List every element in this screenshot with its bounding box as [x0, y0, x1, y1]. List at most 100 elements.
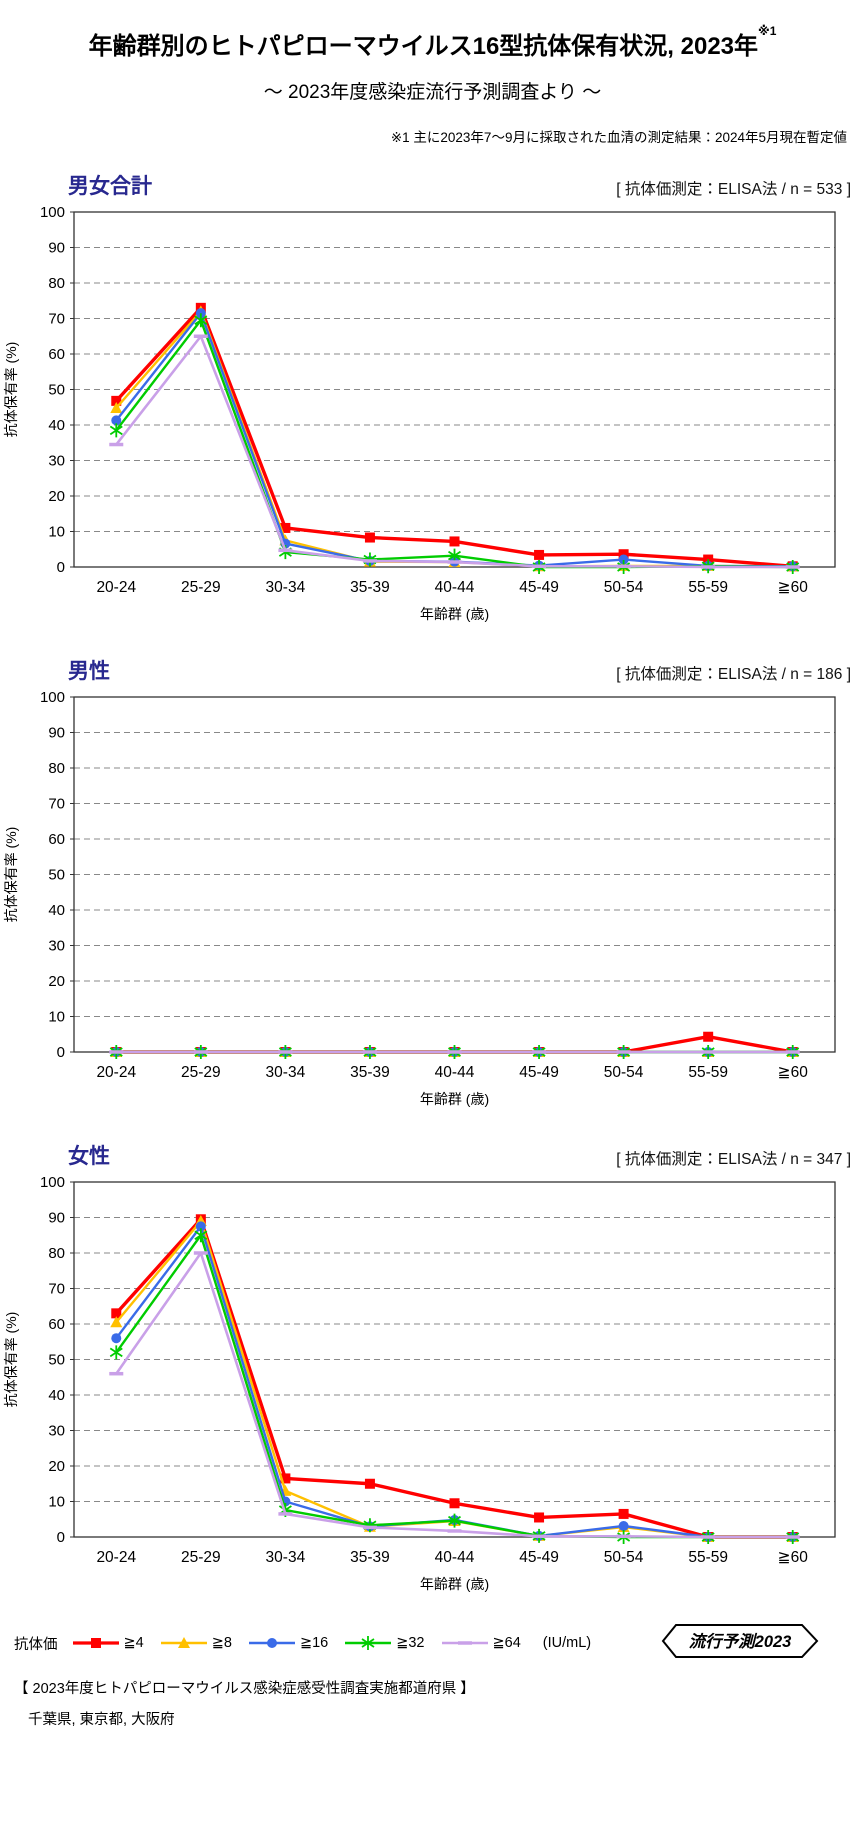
svg-text:0: 0 [57, 559, 65, 576]
chart-title-female: 女性 [68, 1145, 110, 1168]
svg-text:35-39: 35-39 [350, 579, 390, 596]
legend-item-gte8: ≧8 [160, 1635, 232, 1651]
chart-svg: 0 10 20 30 40 50 60 70 80 90 100 20-24 25-29 30-34 35-… [3, 1174, 836, 1592]
chart-head-male: 男性 [ 抗体価測定：ELISA法 / n = 186 ] [0, 651, 865, 685]
chart-svg: 0 10 20 30 40 50 60 70 80 90 100 20-24 25-29 30-34 35-… [3, 204, 836, 622]
legend-swatch [441, 1641, 488, 1645]
page-title: 年齢群別のヒトパピローマウイルス16型抗体保有状況, 2023年※1 [0, 24, 865, 61]
svg-text:55-59: 55-59 [688, 1549, 728, 1566]
legend-item-label: ≧16 [299, 1635, 329, 1651]
svg-text:年齢群 (歳): 年齢群 (歳) [420, 606, 489, 622]
legend-item-gte16: ≧16 [248, 1635, 328, 1651]
svg-text:30-34: 30-34 [266, 1549, 306, 1566]
svg-text:90: 90 [48, 240, 65, 257]
svg-text:20: 20 [48, 973, 65, 990]
forecast-badge-shape: 流行予測2023 [661, 1624, 819, 1658]
chart-head-female: 女性 [ 抗体価測定：ELISA法 / n = 347 ] [0, 1136, 865, 1170]
svg-text:抗体保有率 (%): 抗体保有率 (%) [3, 342, 19, 438]
svg-text:25-29: 25-29 [181, 1549, 221, 1566]
svg-text:40-44: 40-44 [435, 1549, 475, 1566]
legend-item-gte4: ≧4 [72, 1635, 144, 1651]
svg-text:35-39: 35-39 [350, 1064, 390, 1081]
chart-condition-male: [ 抗体価測定：ELISA法 / n = 186 ] [616, 666, 851, 683]
svg-text:100: 100 [40, 1174, 65, 1191]
svg-text:0: 0 [57, 1044, 65, 1061]
chart-condition-female: [ 抗体価測定：ELISA法 / n = 347 ] [616, 1151, 851, 1168]
svg-text:40-44: 40-44 [435, 1064, 475, 1081]
svg-text:100: 100 [40, 689, 65, 706]
legend-swatch [345, 1636, 392, 1650]
chart-plot-female: 0 10 20 30 40 50 60 70 80 90 100 20-24 25-29 30-34 35-… [0, 1174, 865, 1607]
legend-item-label: ≧8 [211, 1635, 232, 1651]
svg-text:50-54: 50-54 [604, 579, 644, 596]
svg-text:10: 10 [48, 1494, 65, 1511]
svg-text:60: 60 [48, 346, 65, 363]
svg-text:70: 70 [48, 1281, 65, 1298]
svg-text:70: 70 [48, 796, 65, 813]
page-header: 年齢群別のヒトパピローマウイルス16型抗体保有状況, 2023年※1 ～ 202… [0, 0, 865, 146]
footer-prefectures: 千葉県, 東京都, 大阪府 [28, 1712, 175, 1728]
chart-section-male: 男性 [ 抗体価測定：ELISA法 / n = 186 ] 0 10 20 30 40 5… [0, 651, 865, 1122]
svg-text:30-34: 30-34 [266, 579, 306, 596]
legend-swatch [72, 1638, 119, 1648]
svg-text:≧60: ≧60 [778, 579, 809, 596]
svg-text:10: 10 [48, 524, 65, 541]
svg-text:10: 10 [48, 1009, 65, 1026]
svg-text:40-44: 40-44 [435, 579, 475, 596]
page-subtitle: ～ 2023年度感染症流行予測調査より ～ [263, 82, 602, 103]
legend-item-gte64: ≧64 [441, 1635, 521, 1651]
svg-text:45-49: 45-49 [519, 1064, 559, 1081]
chart-section-female: 女性 [ 抗体価測定：ELISA法 / n = 347 ] 0 10 20 30 40 5… [0, 1136, 865, 1607]
page-title-superscript: ※1 [758, 24, 777, 38]
series-≧64 [109, 1251, 800, 1539]
page-title-text: 年齢群別のヒトパピローマウイルス16型抗体保有状況, 2023年 [88, 33, 759, 60]
legend-label: 抗体価 [14, 1636, 58, 1653]
footnote: ※1 主に2023年7～9月に採取された血清の測定結果：2024年5月現在暫定値 [390, 130, 847, 145]
svg-text:80: 80 [48, 275, 65, 292]
legend-item-label: ≧32 [396, 1635, 425, 1651]
svg-text:年齢群 (歳): 年齢群 (歳) [420, 1091, 489, 1107]
footer-block: 抗体価 ≧4 ≧8 ≧16 ≧32 ≧64 (IU/mL) 流行予測2023 【 202… [0, 1623, 865, 1729]
svg-text:20: 20 [48, 488, 65, 505]
svg-text:40: 40 [48, 417, 65, 434]
svg-text:50: 50 [48, 382, 65, 399]
svg-text:20-24: 20-24 [96, 1549, 136, 1566]
forecast-badge: 流行予測2023 [661, 1623, 819, 1663]
svg-text:30: 30 [48, 1423, 65, 1440]
svg-text:55-59: 55-59 [688, 579, 728, 596]
svg-text:70: 70 [48, 311, 65, 328]
svg-text:40: 40 [48, 902, 65, 919]
legend-item-label: ≧64 [492, 1635, 521, 1651]
svg-text:50: 50 [48, 1352, 65, 1369]
svg-text:90: 90 [48, 725, 65, 742]
svg-text:30-34: 30-34 [266, 1064, 306, 1081]
legend-item-label: ≧4 [123, 1635, 144, 1651]
legend-items: ≧4 ≧8 ≧16 ≧32 ≧64 [72, 1635, 537, 1651]
svg-text:50-54: 50-54 [604, 1549, 644, 1566]
svg-text:抗体保有率 (%): 抗体保有率 (%) [3, 827, 19, 923]
svg-text:抗体保有率 (%): 抗体保有率 (%) [3, 1312, 19, 1408]
chart-svg: 0 10 20 30 40 50 60 70 80 90 100 20-24 25-29 30-34 35-… [3, 689, 836, 1107]
svg-text:60: 60 [48, 1316, 65, 1333]
series-≧64 [109, 334, 800, 569]
svg-text:90: 90 [48, 1210, 65, 1227]
svg-text:35-39: 35-39 [350, 1549, 390, 1566]
chart-title-total: 男女合計 [68, 175, 152, 198]
svg-text:100: 100 [40, 204, 65, 221]
svg-text:≧60: ≧60 [778, 1549, 809, 1566]
legend-swatch [160, 1637, 207, 1648]
svg-text:20-24: 20-24 [96, 1064, 136, 1081]
series-legend: 抗体価 ≧4 ≧8 ≧16 ≧32 ≧64 (IU/mL) 流行予測2023 [14, 1623, 851, 1663]
svg-text:50-54: 50-54 [604, 1064, 644, 1081]
svg-text:年齢群 (歳): 年齢群 (歳) [420, 1576, 489, 1592]
svg-text:20: 20 [48, 1458, 65, 1475]
svg-text:45-49: 45-49 [519, 579, 559, 596]
legend-swatch [248, 1638, 295, 1648]
chart-head-total: 男女合計 [ 抗体価測定：ELISA法 / n = 533 ] [0, 166, 865, 200]
svg-text:流行予測2023: 流行予測2023 [689, 1632, 792, 1651]
svg-text:60: 60 [48, 831, 65, 848]
legend-item-gte32: ≧32 [344, 1635, 425, 1651]
chart-title-male: 男性 [68, 660, 110, 683]
svg-text:≧60: ≧60 [778, 1064, 809, 1081]
svg-text:40: 40 [48, 1387, 65, 1404]
